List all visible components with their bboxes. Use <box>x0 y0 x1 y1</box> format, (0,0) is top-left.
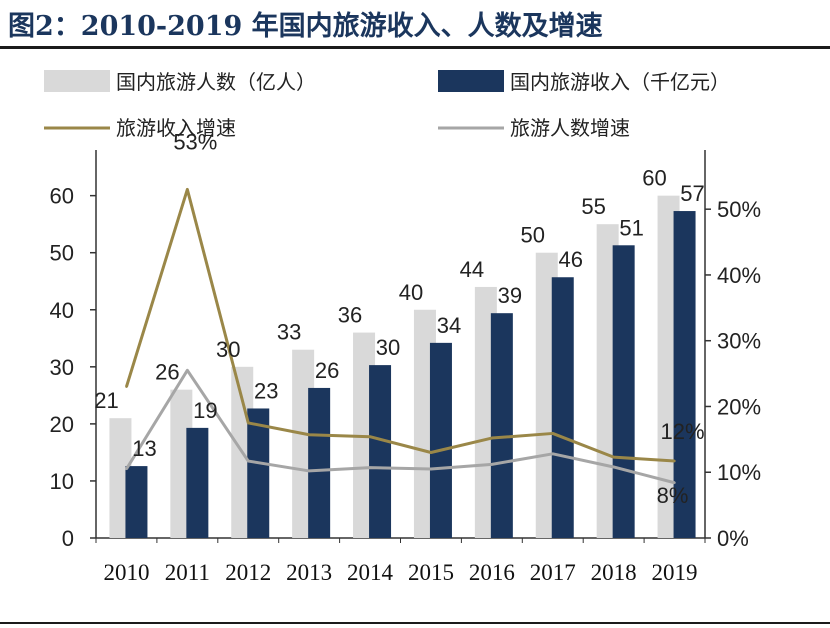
y-right-tick-label: 50% <box>717 197 761 222</box>
bar-value-label: 19 <box>193 398 217 423</box>
bar-value-label: 57 <box>680 181 704 206</box>
bar-value-label: 30 <box>216 337 240 362</box>
x-tick-label: 2010 <box>103 560 149 585</box>
bar-value-label: 60 <box>642 166 666 191</box>
x-tick-label: 2016 <box>469 560 515 585</box>
bar-value-label: 50 <box>521 223 545 248</box>
y-left-tick-label: 60 <box>50 184 74 209</box>
y-left-tick-label: 10 <box>50 469 74 494</box>
legend-label: 旅游收入增速 <box>116 116 236 140</box>
line-point <box>307 469 311 473</box>
bar-value-label: 55 <box>581 194 605 219</box>
y-left-tick-label: 40 <box>50 298 74 323</box>
y-left-tick-label: 20 <box>50 412 74 437</box>
x-tick-label: 2017 <box>530 560 576 585</box>
y-left-tick-label: 0 <box>62 526 74 551</box>
line-series <box>125 187 675 463</box>
bar-value-label: 44 <box>460 257 484 282</box>
y-right-tick-label: 0% <box>717 526 749 551</box>
y-right-tick-label: 30% <box>717 329 761 354</box>
bar-value-label: 30 <box>376 335 400 360</box>
lines <box>125 187 676 485</box>
line-point <box>247 459 250 463</box>
legend-swatch <box>438 70 504 92</box>
line-point <box>673 459 676 463</box>
line-point <box>429 467 433 471</box>
legend-label: 旅游人数增速 <box>510 116 630 140</box>
line-point <box>673 481 676 484</box>
line-point <box>186 188 189 191</box>
line-point <box>307 433 311 436</box>
line-point <box>429 451 433 454</box>
line-point <box>551 432 554 435</box>
line-point <box>612 465 615 469</box>
bar-value-label: 36 <box>338 303 362 328</box>
bar <box>612 245 635 538</box>
bar <box>186 427 209 538</box>
legend: 国内旅游人数（亿人） 国内旅游收入（千亿元） 旅游收入增速 旅游人数增速 <box>44 70 730 140</box>
line-point <box>125 467 128 471</box>
x-tick-label: 2014 <box>347 560 394 585</box>
bar-value-label: 13 <box>132 436 156 461</box>
line-annotation-label: 12% <box>661 419 705 444</box>
line-point <box>551 452 554 456</box>
bar-value-label: 40 <box>399 280 423 305</box>
bar <box>369 365 392 538</box>
x-tick-label: 2019 <box>652 560 698 585</box>
bars <box>109 195 696 539</box>
bar <box>490 313 513 538</box>
y-right-tick-label: 40% <box>717 263 761 288</box>
x-tick-label: 2018 <box>591 560 637 585</box>
bar-value-label: 33 <box>277 320 301 345</box>
legend-label: 国内旅游人数（亿人） <box>116 70 316 94</box>
line-point <box>125 385 128 388</box>
bar-value-label: 26 <box>155 360 179 385</box>
line-point <box>490 436 494 440</box>
footer-divider <box>0 622 830 624</box>
bar <box>308 387 331 538</box>
legend-label: 国内旅游收入（千亿元） <box>510 70 730 94</box>
bar <box>247 408 270 538</box>
bar-value-label: 51 <box>619 215 643 240</box>
y-right-tick-label: 10% <box>717 460 761 485</box>
line-series <box>125 368 675 485</box>
bar <box>429 342 452 538</box>
data-labels: 21 26 30 33 36 40 44 50 55 60 13 19 23 26 30 34 39 46 51 57… <box>94 129 705 507</box>
bar-value-label: 34 <box>437 313 461 338</box>
bar-value-label: 46 <box>559 247 583 272</box>
bar <box>551 277 574 538</box>
bar <box>673 211 696 538</box>
bar <box>125 466 148 538</box>
x-tick-label: 2013 <box>286 560 332 585</box>
y-left-tick-label: 30 <box>50 355 74 380</box>
line-annotation-label: 8% <box>657 483 689 508</box>
legend-swatch <box>44 70 110 92</box>
line-point <box>612 455 615 459</box>
x-tick-label: 2011 <box>165 560 210 585</box>
bar-value-label: 23 <box>254 378 278 403</box>
y-right-tick-label: 20% <box>717 394 761 419</box>
chart-title: 图2：2010-2019 年国内旅游收入、人数及增速 <box>8 11 603 42</box>
x-tick-label: 2015 <box>408 560 454 585</box>
bar-value-label: 26 <box>315 358 339 383</box>
line-point <box>247 421 250 425</box>
line-point <box>490 463 494 466</box>
line-point <box>368 435 372 438</box>
title-divider <box>0 46 830 49</box>
line-point <box>368 466 372 469</box>
x-tick-label: 2012 <box>225 560 271 585</box>
bar-value-label: 39 <box>498 283 522 308</box>
y-left-tick-label: 50 <box>50 241 74 266</box>
line-annotation-label: 53% <box>173 129 217 154</box>
bar-value-label: 21 <box>94 388 118 413</box>
line-point <box>186 369 189 372</box>
